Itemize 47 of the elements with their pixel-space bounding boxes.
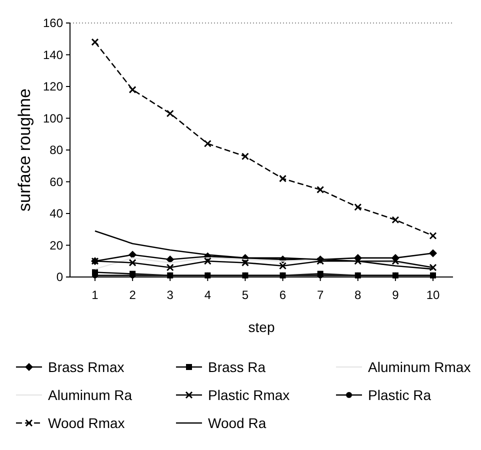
y-tick-label: 120: [42, 80, 64, 94]
point: [279, 174, 287, 182]
point: [392, 216, 400, 224]
legend-label: Brass Rmax: [48, 358, 124, 375]
y-tick-label: 80: [50, 143, 64, 158]
x-tick-label: 9: [392, 288, 400, 302]
point: [204, 140, 212, 148]
point: [354, 203, 362, 211]
point: [128, 250, 137, 259]
point: [166, 264, 174, 272]
legend-label: Aluminum Ra: [48, 386, 132, 403]
y-tick-label: 140: [42, 48, 64, 62]
legend-label: Brass Ra: [208, 358, 266, 375]
y-tick-label: 0: [56, 270, 64, 284]
y-tick-label: 40: [50, 206, 64, 221]
x-tick-label: 2: [129, 288, 136, 302]
point: [279, 262, 287, 270]
point: [241, 258, 249, 266]
x-tick-label: 6: [279, 288, 286, 302]
y-tick-label: 20: [50, 238, 64, 252]
point: [316, 186, 324, 194]
legend-label: Plastic Rmax: [208, 386, 290, 403]
point: [128, 86, 136, 94]
point: [429, 232, 437, 240]
legend-label: Wood Ra: [208, 414, 266, 431]
point: [429, 249, 437, 258]
x-axis-title: step: [248, 319, 275, 335]
point: [241, 152, 249, 160]
x-tick-label: 7: [316, 288, 324, 302]
point: [166, 256, 174, 264]
legend-label: Wood Rmax: [48, 414, 125, 431]
x-tick-label: 10: [426, 288, 440, 302]
legend-label: Plastic Ra: [368, 386, 432, 403]
legend-label: Aluminum Rmax: [368, 358, 471, 375]
y-axis-title: surface roughne: [15, 88, 34, 212]
x-tick-label: 4: [204, 288, 212, 302]
y-tick-label: 160: [42, 16, 64, 30]
x-tick-label: 5: [242, 288, 249, 302]
point: [128, 258, 136, 266]
y-tick-label: 100: [42, 111, 64, 126]
point: [166, 110, 174, 118]
x-tick-label: 1: [92, 288, 99, 302]
point: [204, 257, 212, 265]
point: [91, 38, 99, 46]
x-tick-label: 3: [166, 288, 174, 302]
y-tick-label: 60: [50, 174, 64, 189]
x-tick-label: 8: [354, 288, 362, 302]
